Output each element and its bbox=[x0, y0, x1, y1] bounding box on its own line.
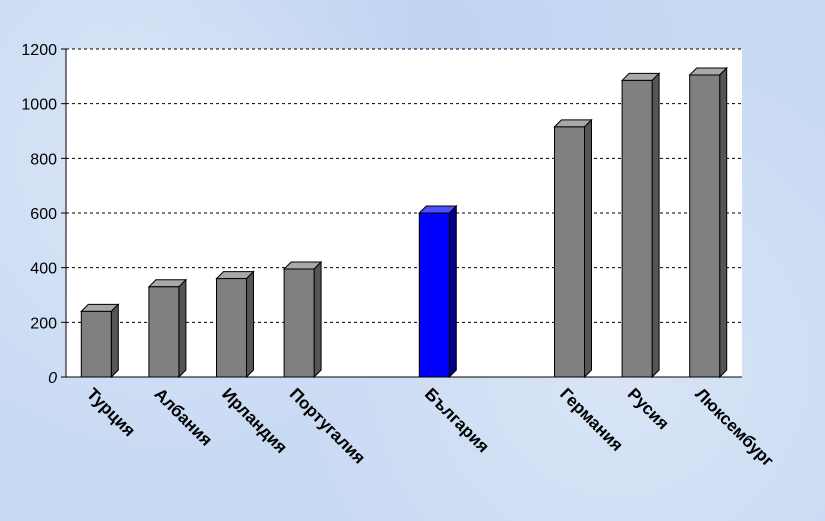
x-tick-label: България bbox=[421, 384, 493, 456]
y-tick-label: 1000 bbox=[21, 97, 57, 114]
y-tick-label: 1200 bbox=[21, 42, 57, 59]
x-tick-label: Люксембург bbox=[691, 384, 777, 470]
bar-side-face bbox=[178, 278, 187, 379]
x-tick-label: Германия bbox=[556, 384, 627, 455]
bar-front-face bbox=[148, 286, 180, 378]
bar bbox=[620, 72, 661, 379]
y-tick-label: 400 bbox=[30, 261, 57, 278]
y-tick-label: 600 bbox=[30, 206, 57, 223]
bar-front-face bbox=[621, 79, 653, 378]
bar bbox=[147, 278, 188, 379]
bar-side-face bbox=[313, 260, 322, 379]
gridlines bbox=[66, 48, 742, 323]
bars bbox=[80, 66, 728, 379]
bar-side-face bbox=[719, 66, 728, 379]
bar-front-face bbox=[689, 74, 721, 378]
y-tick-label: 200 bbox=[30, 315, 57, 332]
x-tick-label: Турция bbox=[83, 384, 139, 440]
bar bbox=[688, 66, 728, 379]
bar-side-face bbox=[110, 303, 119, 379]
bar bbox=[215, 270, 255, 379]
bar-side-face bbox=[448, 204, 457, 379]
bar bbox=[553, 118, 593, 379]
bar bbox=[80, 303, 120, 379]
y-axis: 0 200 400 600 800 1000 1200 bbox=[21, 42, 67, 387]
bar-side-face bbox=[584, 118, 592, 379]
bar-front-face bbox=[80, 310, 112, 378]
x-tick-label: Албания bbox=[151, 384, 216, 449]
bar-front-face bbox=[418, 212, 450, 378]
x-tick-label: Русия bbox=[624, 384, 673, 433]
bar-front-face bbox=[283, 268, 315, 378]
x-tick-label: Португалия bbox=[286, 384, 369, 467]
y-tick-label: 800 bbox=[30, 151, 57, 168]
bar-side-face bbox=[651, 72, 660, 379]
x-tick-label: Ирландия bbox=[218, 384, 291, 457]
y-tick-label: 0 bbox=[48, 370, 57, 387]
bar-front-face bbox=[216, 278, 247, 378]
bar bbox=[282, 260, 323, 379]
bar-highlighted bbox=[418, 204, 458, 379]
bar-side-face bbox=[246, 270, 254, 379]
bar-front-face bbox=[554, 126, 585, 378]
